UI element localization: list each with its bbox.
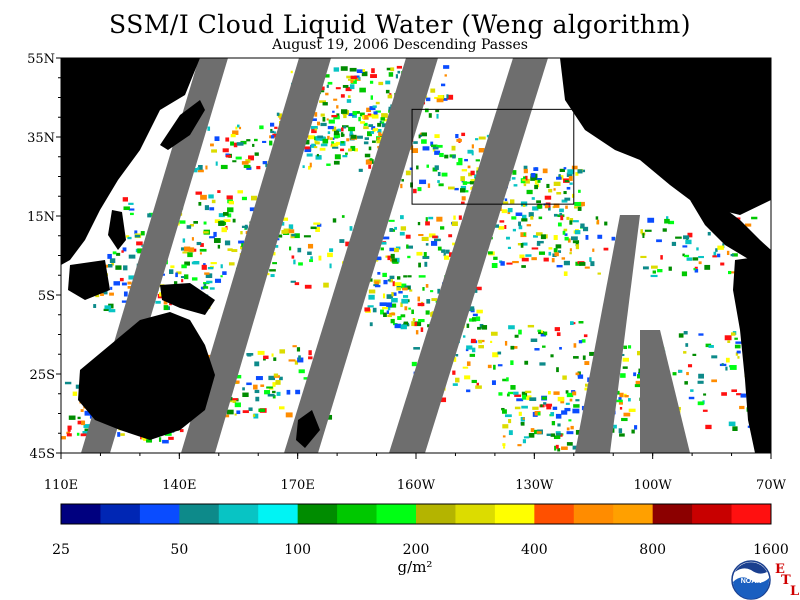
etl-letter-e: E: [775, 562, 785, 577]
colorbar-swatch: [61, 504, 101, 524]
lat-label: 5S: [38, 289, 55, 304]
colorbar-label: 400: [521, 542, 548, 558]
no-data-swaths: [81, 58, 690, 453]
colorbar-swatch: [573, 504, 614, 524]
asia-landmass: [61, 58, 200, 265]
colorbar-swatch: [376, 504, 417, 524]
colorbar-swatch: [692, 504, 732, 524]
philippines-landmass: [108, 210, 126, 250]
etl-letter-l: L: [790, 584, 800, 599]
no-data-swath: [389, 58, 548, 453]
lon-label: 70W: [756, 478, 787, 493]
colorbar-swatch: [258, 504, 299, 524]
colorbar-swatch: [337, 504, 377, 524]
colorbar: 25 50 100 200 400 800 1600: [52, 503, 789, 558]
no-data-swath: [575, 215, 640, 453]
new-zealand-landmass: [296, 410, 320, 448]
lon-label: 160W: [397, 478, 436, 493]
lon-label: 170E: [281, 478, 315, 493]
lat-label: 45S: [30, 447, 55, 462]
lon-label: 130W: [515, 478, 554, 493]
colorbar-swatch: [416, 504, 456, 524]
latitude-axis: 55N 35N 15N 5S 25S 45S: [27, 52, 61, 462]
colorbar-label: 50: [170, 542, 188, 558]
longitude-axis: 110E 140E 170E 160W 130W 100W 70W: [44, 453, 787, 493]
no-data-swath: [284, 58, 438, 453]
colorbar-swatch: [534, 504, 575, 524]
map-title: SSM/I Cloud Liquid Water (Weng algorithm…: [109, 10, 691, 39]
colorbar-swatch: [494, 504, 535, 524]
colorbar-swatch: [139, 504, 180, 524]
lat-label: 25S: [30, 368, 55, 383]
colorbar-label: 800: [639, 542, 666, 558]
north-america-landmass: [560, 58, 771, 215]
colorbar-label: 100: [284, 542, 311, 558]
land-masses: [61, 58, 771, 453]
region-box: [411, 108, 575, 205]
south-america-landmass: [733, 255, 771, 453]
lat-label: 35N: [27, 131, 55, 146]
lon-label: 110E: [44, 478, 78, 493]
no-data-swath: [181, 58, 331, 453]
colorbar-swatch: [455, 504, 496, 524]
lat-label: 15N: [27, 210, 55, 225]
lon-label: 100W: [634, 478, 673, 493]
noaa-logo: NOAA: [731, 560, 771, 600]
colorbar-swatch: [100, 504, 141, 524]
colorbar-swatch: [297, 504, 338, 524]
no-data-swath: [640, 330, 690, 453]
australia-landmass: [78, 312, 215, 440]
colorbar-swatch: [652, 504, 693, 524]
japan-landmass: [160, 100, 205, 150]
colorbar-label: 200: [403, 542, 430, 558]
etl-letter-t: T: [781, 573, 791, 588]
colorbar-swatch: [179, 504, 220, 524]
central-america-landmass: [690, 200, 771, 270]
noaa-logo-text: NOAA: [741, 578, 762, 585]
colorbar-swatch: [218, 504, 259, 524]
map-subtitle: August 19, 2006 Descending Passes: [272, 37, 528, 53]
borneo-landmass: [68, 260, 110, 300]
colorbar-label: 25: [52, 542, 70, 558]
colorbar-swatch: [731, 504, 772, 524]
colorbar-swatch: [613, 504, 654, 524]
colorbar-frame: [60, 503, 772, 525]
new-guinea-landmass: [160, 283, 215, 315]
lat-label: 55N: [27, 52, 55, 67]
colorbar-label: 1600: [753, 542, 789, 558]
colorbar-units: g/m²: [397, 558, 433, 576]
lon-label: 140E: [162, 478, 196, 493]
